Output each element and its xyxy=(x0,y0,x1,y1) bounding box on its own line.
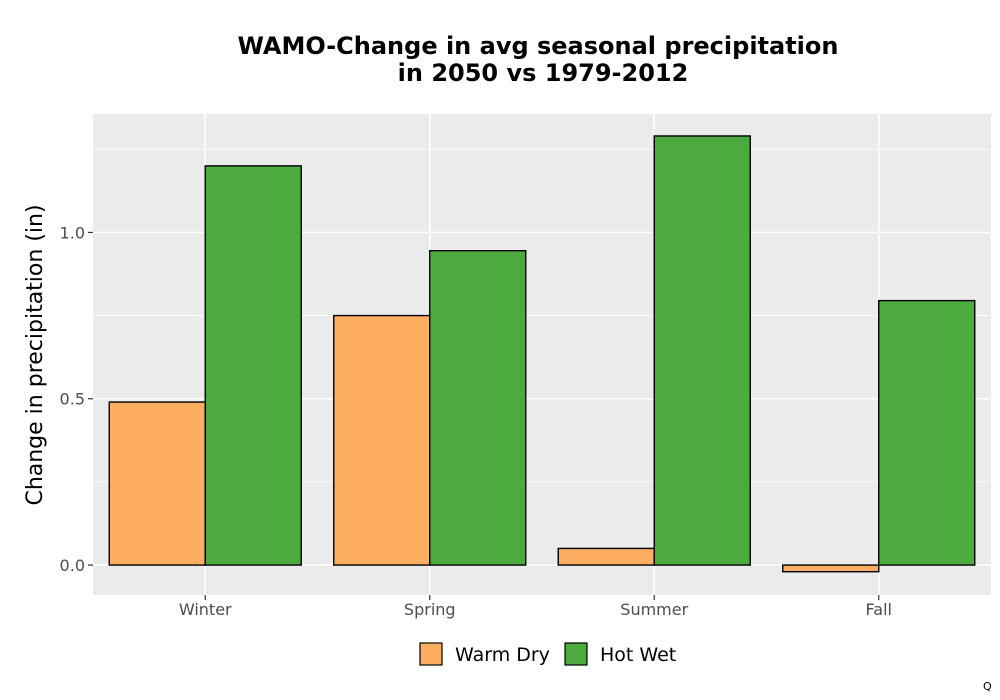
bar-hot-wet-winter xyxy=(204,165,302,566)
bar-hot-wet-spring xyxy=(429,250,527,566)
chart-title: WAMO-Change in avg seasonal precipitatio… xyxy=(238,32,839,87)
y-tick-label: 0.0 xyxy=(60,556,85,575)
bar-warm-dry-summer xyxy=(557,547,655,566)
bars xyxy=(108,135,976,573)
bar-warm-dry-winter xyxy=(108,401,206,566)
y-tick-label: 1.0 xyxy=(60,223,85,242)
legend-label: Warm Dry xyxy=(455,644,550,666)
legend: Warm Dry Hot Wet xyxy=(419,642,676,666)
x-tick-label: Winter xyxy=(179,600,232,619)
legend-label: Hot Wet xyxy=(600,644,676,666)
y-axis-title: Change in precipitation (in) xyxy=(23,204,48,505)
x-tick-label: Summer xyxy=(620,600,688,619)
bar-hot-wet-summer xyxy=(653,135,751,566)
y-axis-ticks: 0.0 0.5 1.0 xyxy=(60,223,93,575)
legend-swatch xyxy=(564,642,588,666)
y-tick-label: 0.5 xyxy=(60,390,85,409)
x-axis-ticks: Winter Spring Summer Fall xyxy=(179,595,892,619)
x-tick-label: Fall xyxy=(866,600,892,619)
x-tick-label: Spring xyxy=(404,600,456,619)
bar-hot-wet-fall xyxy=(878,299,976,566)
legend-swatch xyxy=(419,642,443,666)
corner-mark: Q xyxy=(983,680,992,693)
bar-warm-dry-spring xyxy=(333,314,431,566)
chart-title-line-2: in 2050 vs 1979-2012 xyxy=(398,59,689,87)
chart-title-line-1: WAMO-Change in avg seasonal precipitatio… xyxy=(238,32,839,60)
bar-warm-dry-fall xyxy=(782,564,880,573)
